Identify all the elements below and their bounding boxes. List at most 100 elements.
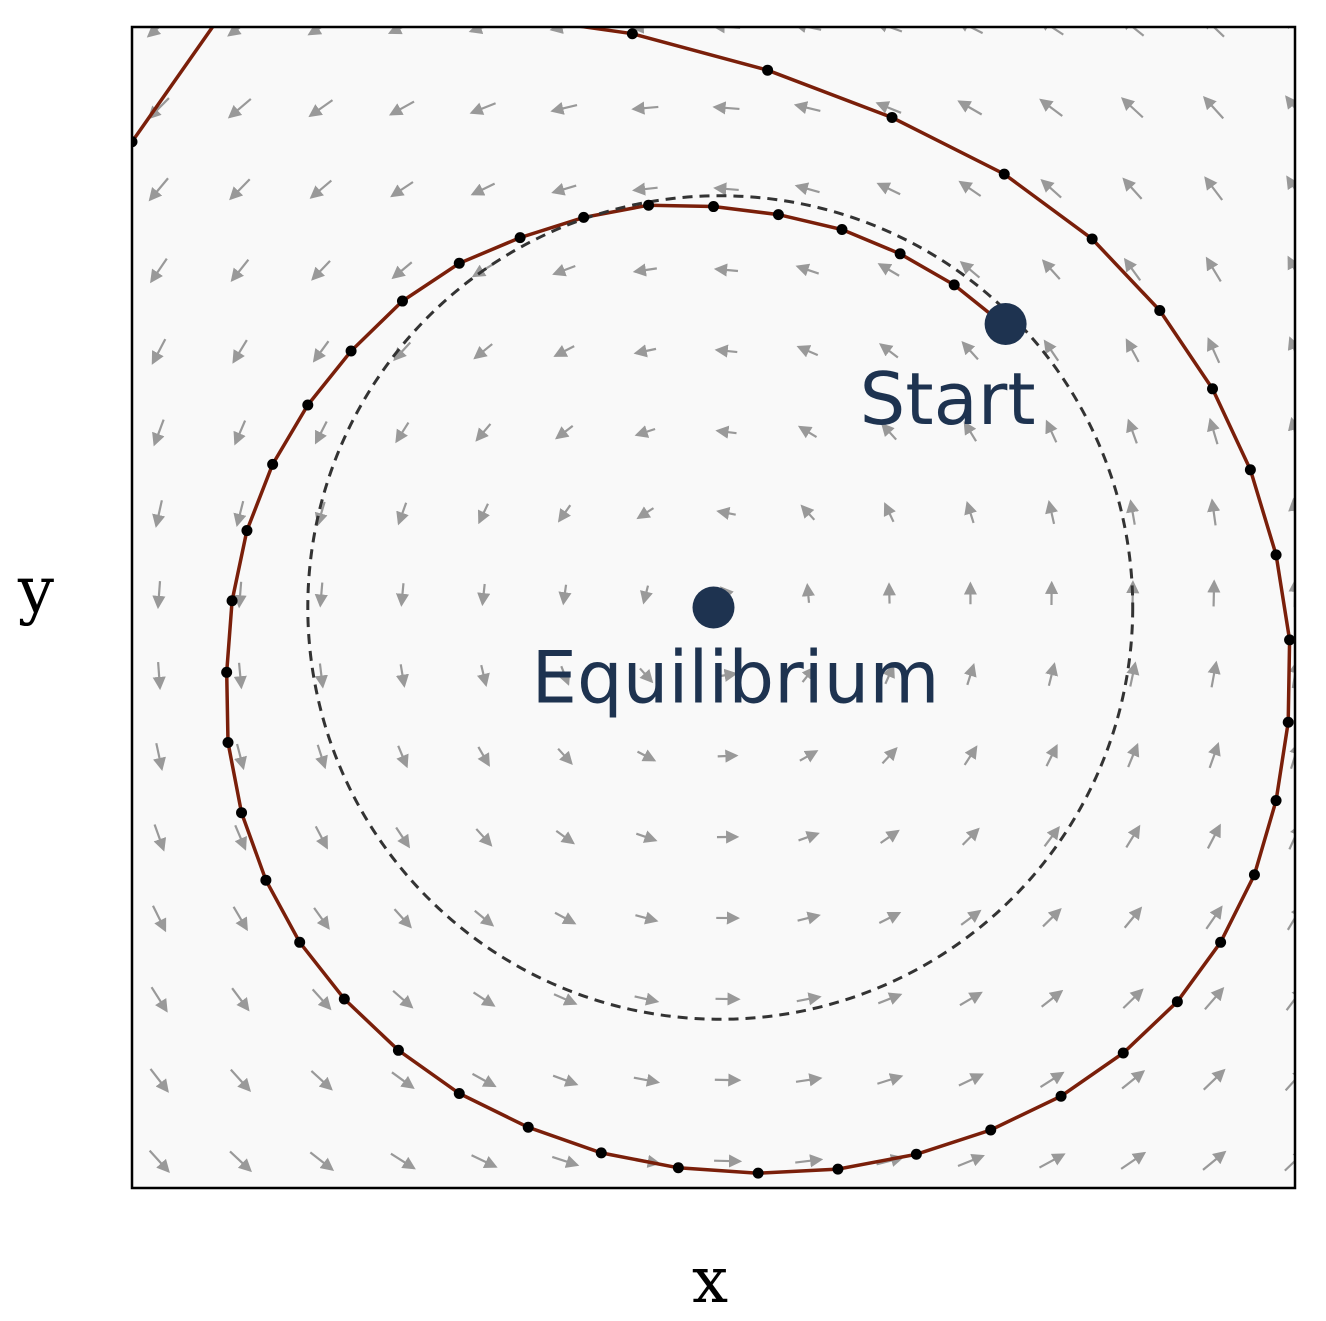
trajectory-point <box>392 1044 404 1056</box>
vector-arrow <box>468 27 488 35</box>
vector-arrow <box>633 344 657 358</box>
vector-arrow <box>313 907 330 930</box>
vector-arrow <box>1123 257 1142 281</box>
vector-arrow <box>956 27 984 35</box>
vector-arrow <box>477 583 491 607</box>
trajectory-point <box>832 1163 844 1175</box>
vector-arrow <box>552 263 576 277</box>
vector-arrow <box>1207 337 1221 364</box>
vector-arrow <box>634 425 656 438</box>
vector-arrow <box>961 827 980 846</box>
vector-arrow <box>960 909 982 926</box>
vector-arrow <box>797 425 818 439</box>
vector-arrow <box>1202 27 1225 38</box>
vector-arrow <box>388 100 415 116</box>
trajectory-point <box>708 201 719 213</box>
vector-arrow <box>471 1072 497 1088</box>
labeled-points: Start Equilibrium <box>532 303 1036 720</box>
vector-arrow <box>877 263 900 277</box>
vector-arrow <box>314 663 328 689</box>
vector-arrow <box>793 101 821 115</box>
vector-arrow <box>310 1070 333 1091</box>
vector-arrow <box>958 180 982 197</box>
vector-arrow <box>716 506 736 520</box>
vector-arrow <box>558 665 571 686</box>
vector-arrow <box>801 582 815 603</box>
trajectory-point <box>985 1124 997 1136</box>
vector-arrow <box>551 182 577 196</box>
vector-arrow <box>632 263 657 277</box>
vector-arrow <box>309 1151 335 1172</box>
trajectory-point <box>1248 869 1260 881</box>
trajectory-point <box>294 936 306 948</box>
vector-arrow <box>715 425 737 439</box>
vector-arrow <box>229 178 251 201</box>
vector-arrow <box>470 182 496 196</box>
trajectory-point <box>260 874 272 886</box>
vector-arrow <box>232 339 248 364</box>
trajectory-point <box>910 1148 922 1160</box>
vector-arrow <box>307 27 324 36</box>
vector-arrow <box>314 825 328 850</box>
vector-arrow <box>958 1073 984 1087</box>
vector-arrow <box>476 664 490 687</box>
trajectory-point <box>752 1167 764 1179</box>
vector-arrow <box>396 745 409 769</box>
trajectory-point <box>222 737 234 748</box>
vector-arrow <box>231 987 250 1012</box>
vector-arrow <box>1207 579 1221 607</box>
vector-arrow <box>878 912 902 924</box>
point-label-equilibrium: Equilibrium <box>532 636 940 720</box>
vector-arrow <box>879 829 900 844</box>
vector-arrow <box>390 1152 416 1170</box>
vector-arrow <box>149 1068 169 1093</box>
vector-arrow <box>1287 255 1295 273</box>
trajectory-point <box>1282 716 1294 728</box>
vector-arrow <box>631 182 658 196</box>
trajectory-point <box>762 64 774 76</box>
vector-arrow <box>795 1154 824 1168</box>
vector-arrow <box>877 992 903 1005</box>
trajectory-point <box>1117 1047 1129 1059</box>
vector-arrow <box>148 1149 170 1174</box>
vector-arrow <box>1126 418 1139 444</box>
vector-arrow <box>1045 743 1058 767</box>
vector-arrow <box>633 1073 661 1087</box>
point-label-start: Start <box>860 357 1036 441</box>
trajectory-point <box>1270 549 1282 561</box>
vector-arrow <box>874 27 903 33</box>
vector-arrow <box>795 263 820 277</box>
vector-arrow <box>1126 499 1140 525</box>
vector-arrow <box>1208 742 1221 769</box>
vector-arrow <box>875 101 902 114</box>
vector-arrow <box>474 909 495 927</box>
vector-arrow <box>153 824 167 852</box>
trajectory-point <box>453 1088 465 1099</box>
trajectory-point <box>894 248 906 260</box>
trajectory-point <box>998 168 1010 180</box>
vector-arrow <box>714 1154 743 1168</box>
vector-arrow <box>146 27 162 38</box>
vector-arrow <box>234 743 247 771</box>
vector-arrow <box>1040 989 1064 1008</box>
vector-arrow <box>1045 419 1058 443</box>
vector-arrow <box>395 421 410 444</box>
vector-arrow <box>1285 95 1295 110</box>
vector-arrow <box>640 585 653 605</box>
vector-arrow <box>1120 97 1144 119</box>
trajectory-point <box>226 595 238 607</box>
vector-arrow <box>1040 179 1062 199</box>
vector-arrow <box>391 261 413 280</box>
trajectory-point <box>453 257 465 269</box>
vector-arrow <box>554 911 577 925</box>
vector-arrow <box>635 911 659 925</box>
x-axis-label: x <box>692 1244 728 1318</box>
vector-arrow <box>395 826 411 849</box>
trajectory-point <box>1284 634 1295 646</box>
trajectory-point <box>1154 305 1166 316</box>
vector-arrow <box>1206 823 1221 849</box>
vector-arrow <box>877 1073 904 1086</box>
vector-arrow <box>1121 1070 1146 1090</box>
vector-arrow <box>796 992 822 1006</box>
vector-arrow <box>148 177 169 202</box>
